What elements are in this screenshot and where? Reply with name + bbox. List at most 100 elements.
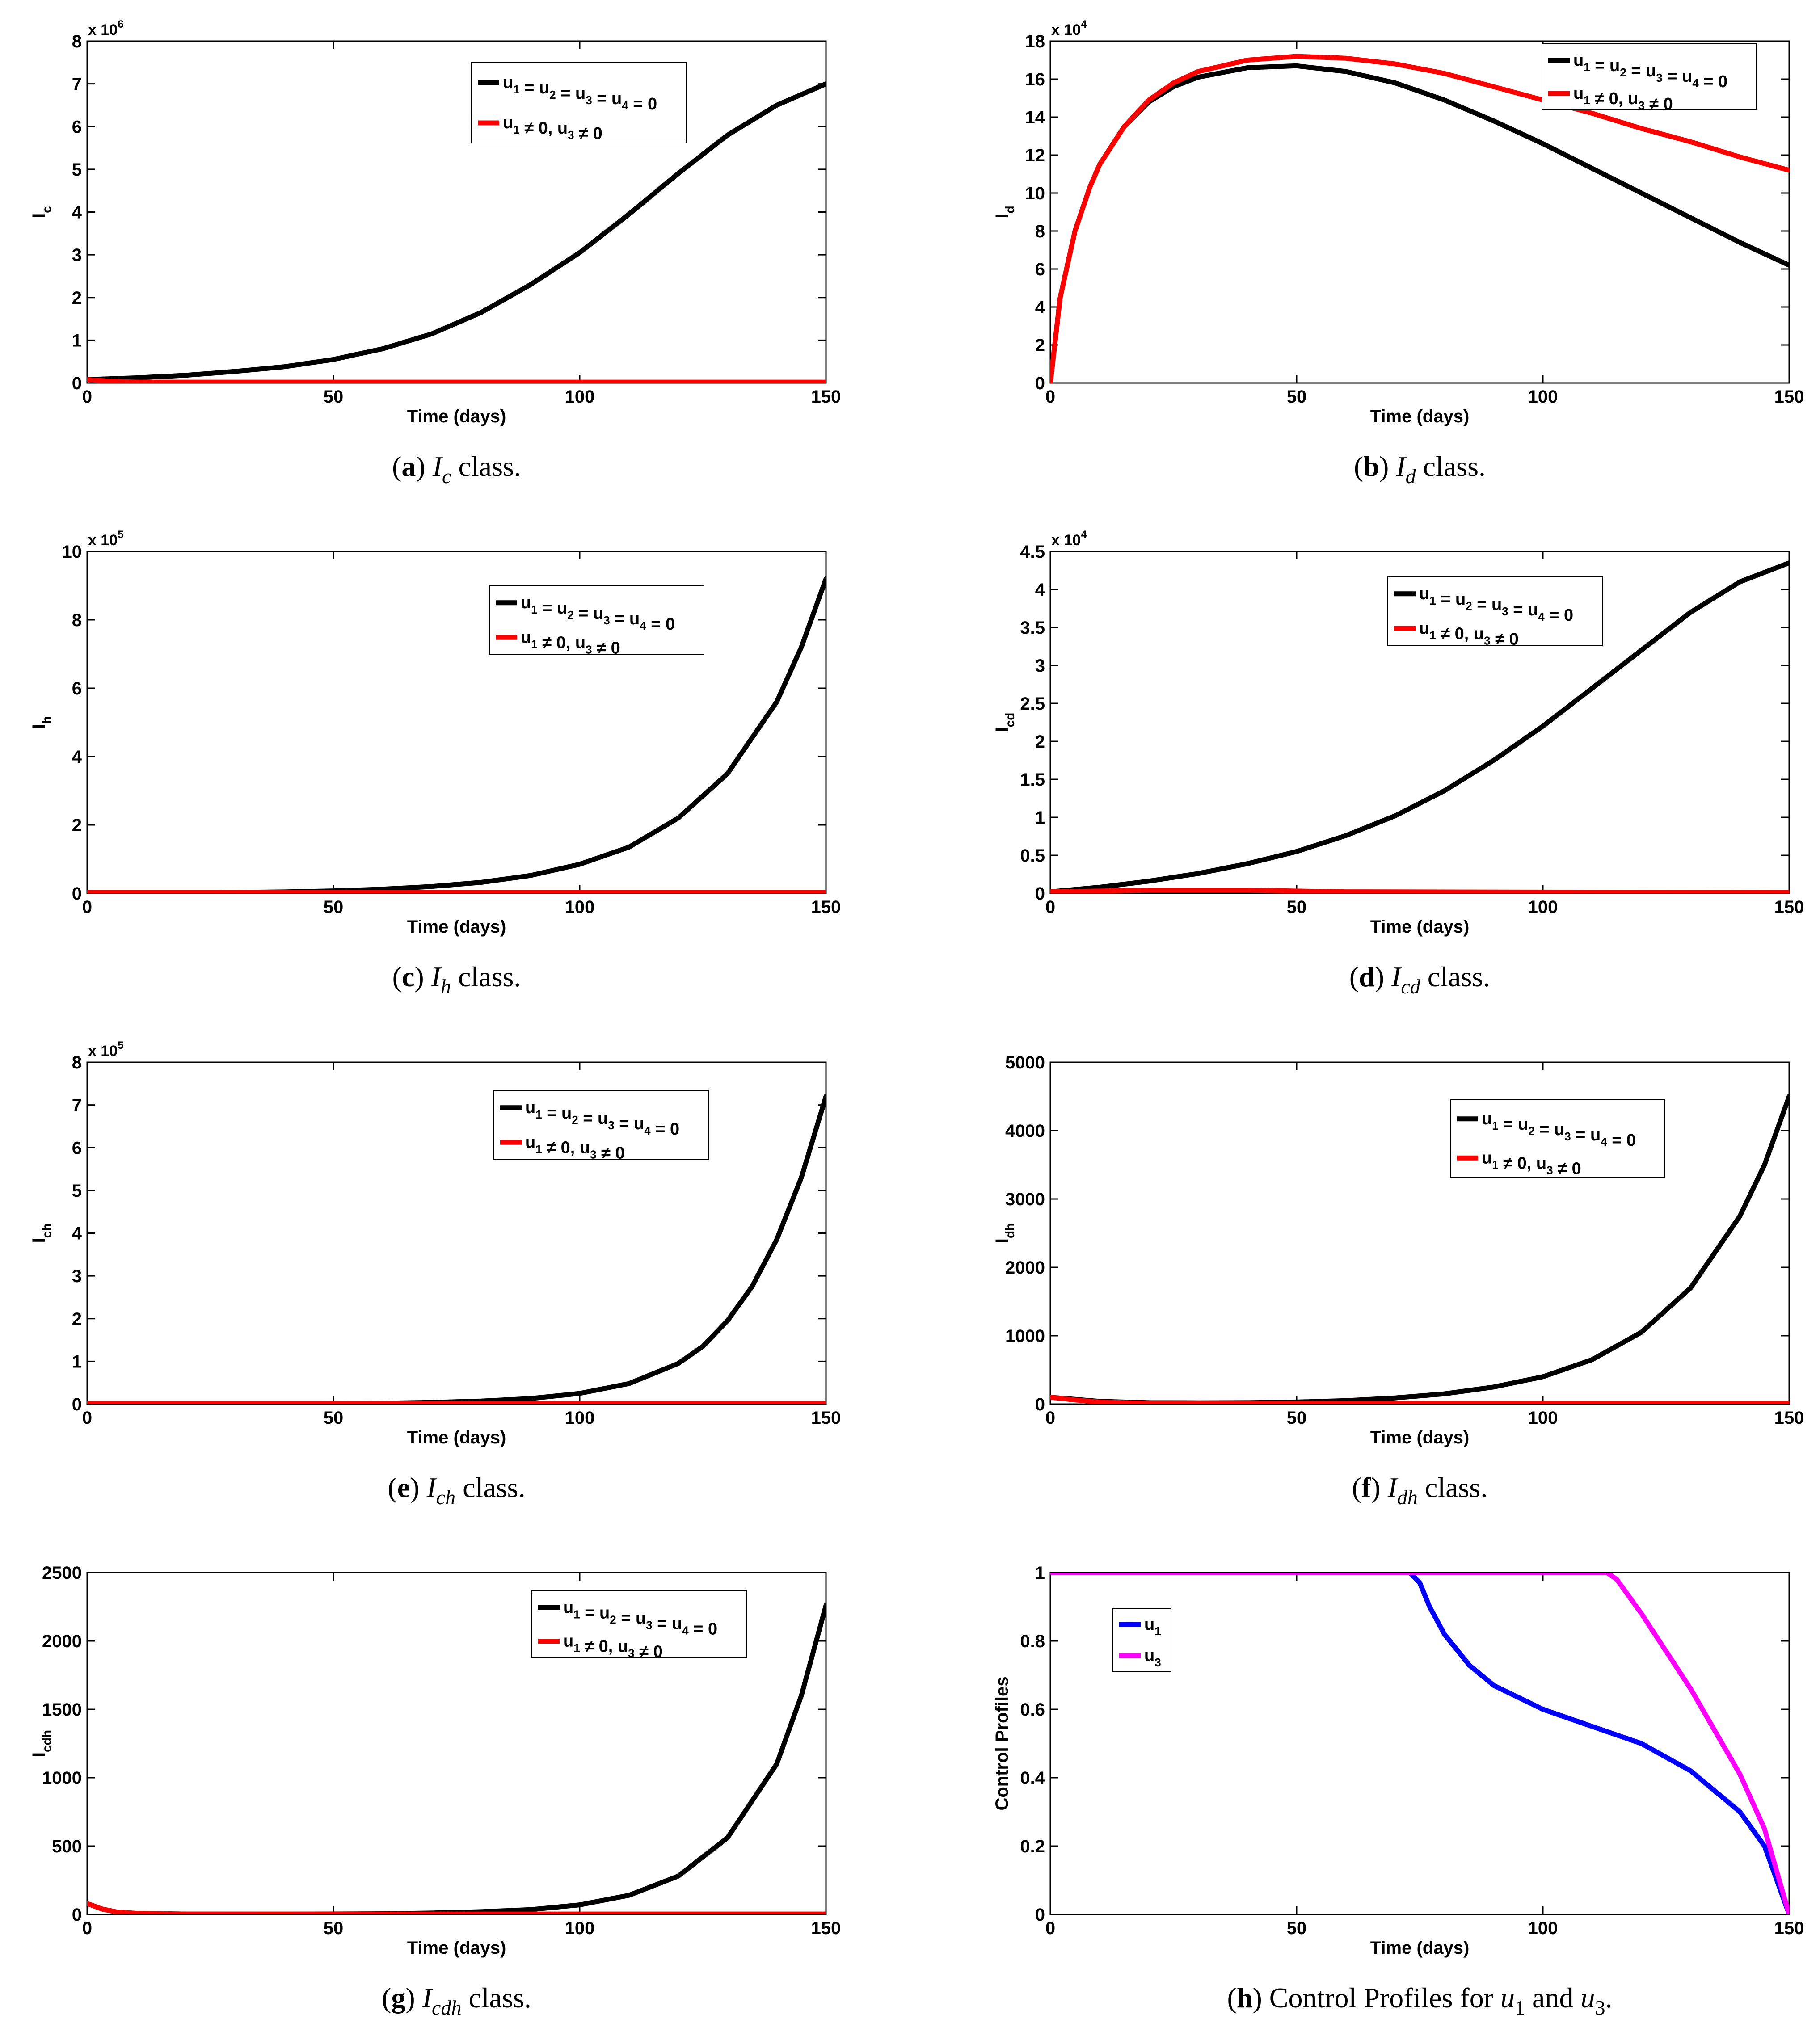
legend-sub: 1 bbox=[1492, 1158, 1498, 1171]
y-label-main: I bbox=[29, 723, 49, 728]
legend-label: u1 = u2 = u3 = u4 = 0 bbox=[503, 73, 657, 114]
y-tick-label: 7 bbox=[72, 75, 82, 94]
legend-box bbox=[1542, 43, 1757, 110]
plot-frame bbox=[86, 1061, 827, 1405]
legend-u: u bbox=[1536, 1154, 1546, 1173]
legend-sub: 4 bbox=[1692, 76, 1699, 90]
legend-text: ≠ 0, bbox=[1436, 624, 1474, 643]
legend-text: = bbox=[1508, 601, 1528, 619]
caption-var: I bbox=[1391, 961, 1402, 993]
series-line-2 bbox=[87, 1901, 826, 1914]
legend-label: u1 = u2 = u3 = u4 = 0 bbox=[1573, 51, 1727, 91]
caption-paren: ( bbox=[1349, 961, 1359, 993]
y-label-main: Control Profiles bbox=[992, 1676, 1012, 1810]
y-axis-label: Idh bbox=[992, 1223, 1017, 1243]
y-tick-label: 1500 bbox=[42, 1700, 82, 1720]
multiplier-exponent: 4 bbox=[1081, 18, 1087, 30]
panel-caption: (f) Idh class. bbox=[1352, 1472, 1488, 1509]
legend-text: = bbox=[592, 89, 611, 108]
panel-h: 0 50 100 150 0 0.2 0.4 0.6 0.8 1 Time (days) Contro… bbox=[992, 1563, 1804, 2019]
legend-u: u bbox=[557, 599, 567, 618]
legend-text: = bbox=[578, 1109, 598, 1128]
y-tick-label: 0 bbox=[1035, 374, 1045, 393]
legend-label: u1 ≠ 0, u3 ≠ 0 bbox=[503, 114, 602, 143]
legend-u: u bbox=[521, 628, 531, 647]
y-label-sub: cd bbox=[1003, 713, 1017, 728]
y-tick-label: 2500 bbox=[42, 1563, 82, 1583]
legend-u: u bbox=[636, 1609, 646, 1628]
legend-sub: 1 bbox=[1429, 594, 1436, 607]
x-axis-label: Time (days) bbox=[1370, 1938, 1470, 1958]
legend-sub: 3 bbox=[1656, 71, 1662, 84]
x-tick-label: 150 bbox=[1774, 1918, 1804, 1938]
legend-sub: 1 bbox=[531, 603, 537, 616]
legend-text: = 0 bbox=[689, 1620, 717, 1639]
y-tick-label: 14 bbox=[1025, 108, 1045, 127]
caption-letter: c bbox=[402, 961, 414, 993]
series-line-2 bbox=[1050, 1573, 1789, 1914]
panel-caption: (a) Ic class. bbox=[392, 450, 521, 488]
caption-letter: d bbox=[1359, 961, 1375, 993]
legend-u: u bbox=[1573, 51, 1584, 70]
y-tick-label: 6 bbox=[72, 117, 82, 137]
legend-u: u bbox=[1573, 84, 1584, 103]
y-tick-label: 0 bbox=[72, 374, 82, 393]
caption-suffix: class. bbox=[1418, 1472, 1487, 1503]
y-tick-label: 2 bbox=[1035, 732, 1045, 752]
caption-space bbox=[419, 1472, 426, 1503]
legend-text: = bbox=[653, 1615, 672, 1633]
multiplier-base: x 10 bbox=[1051, 21, 1081, 38]
legend-u: u bbox=[1682, 67, 1692, 86]
y-tick-label: 0 bbox=[72, 1905, 82, 1925]
y-label-sub: cdh bbox=[40, 1730, 54, 1752]
legend-text: ≠ 0 bbox=[597, 1144, 625, 1162]
caption-paren: ( bbox=[392, 450, 401, 482]
y-tick-label: 8 bbox=[72, 32, 82, 51]
caption-suffix: class. bbox=[461, 1982, 531, 2014]
legend-u: u bbox=[521, 593, 531, 612]
legend: u1 = u2 = u3 = u4 = 0u1 ≠ 0, u3 ≠ 0 bbox=[531, 1590, 747, 1661]
y-tick-label: 5 bbox=[72, 1181, 82, 1201]
series-line-2 bbox=[1050, 1395, 1789, 1404]
legend-u: u bbox=[634, 1115, 644, 1133]
x-tick-label: 0 bbox=[82, 1918, 92, 1938]
y-tick-label: 1000 bbox=[42, 1768, 82, 1788]
y-tick-label: 0.2 bbox=[1020, 1837, 1045, 1856]
legend-u: u bbox=[598, 1109, 608, 1128]
legend-u: u bbox=[611, 89, 622, 108]
plot-frame bbox=[86, 551, 827, 894]
x-tick-label: 0 bbox=[1045, 1918, 1055, 1938]
legend-label: u1 ≠ 0, u3 ≠ 0 bbox=[521, 628, 620, 657]
y-axis-label: Icdh bbox=[29, 1730, 54, 1757]
caption-suffix: class. bbox=[1416, 450, 1486, 482]
legend-text: = bbox=[1499, 1115, 1518, 1134]
series-line-1 bbox=[1050, 560, 1789, 893]
legend-sub: 4 bbox=[640, 619, 646, 632]
caption-paren: ) bbox=[410, 1472, 419, 1503]
legend-sub: 2 bbox=[1620, 66, 1626, 79]
legend-u: u bbox=[618, 1637, 628, 1656]
legend-text: = 0 bbox=[1699, 72, 1727, 91]
y-axis-label: Ich bbox=[29, 1224, 54, 1243]
legend-sub: 4 bbox=[644, 1124, 651, 1137]
legend-sub: 4 bbox=[1538, 610, 1545, 623]
y-tick-label: 10 bbox=[62, 542, 82, 562]
legend-u: u bbox=[1590, 1126, 1601, 1144]
legend-text: = 0 bbox=[646, 615, 675, 634]
caption-var: I bbox=[1395, 450, 1407, 482]
y-label-sub: h bbox=[40, 716, 54, 723]
legend-sub: 3 bbox=[628, 1647, 634, 1660]
legend-sub: 1 bbox=[1492, 1119, 1498, 1132]
legend-sub: 3 bbox=[603, 614, 610, 627]
legend-u: u bbox=[561, 1104, 572, 1123]
caption-suffix: class. bbox=[451, 450, 521, 482]
legend-box bbox=[1450, 1099, 1665, 1178]
y-tick-label: 4000 bbox=[1005, 1121, 1045, 1141]
x-tick-label: 150 bbox=[1774, 387, 1804, 407]
x-tick-label: 150 bbox=[811, 1918, 841, 1938]
y-axis-label: Control Profiles bbox=[992, 1676, 1012, 1810]
caption-paren: ( bbox=[1227, 1982, 1237, 2014]
